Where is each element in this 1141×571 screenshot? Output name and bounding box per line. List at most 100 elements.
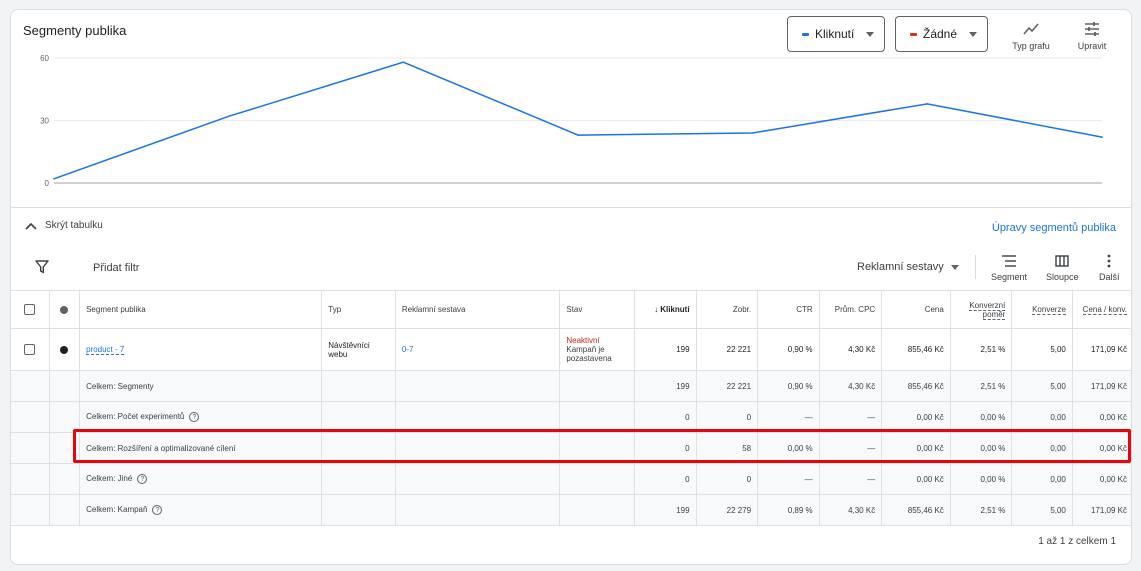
columns-button[interactable]: Sloupce [1046,253,1079,282]
help-icon[interactable]: ? [189,412,200,422]
total-empty-cell [321,432,396,464]
status-header-cell [48,290,81,329]
total-conversions: 0,00 [1011,401,1073,433]
total-ctr: — [757,463,820,495]
sort-arrow-icon: ↓ [654,305,659,314]
total-empty-cell [11,401,50,433]
total-empty-cell [11,494,50,526]
header-conversions[interactable]: Konverze [1011,290,1073,329]
divider [11,207,1131,208]
status-dot-icon [60,345,69,354]
header-adgroup[interactable]: Reklamní sestava [394,290,561,329]
data-point [402,61,405,63]
select-all-cell[interactable] [11,290,50,329]
header-impressions[interactable]: Zobr. [695,290,759,329]
header-cost[interactable]: Cena [881,290,951,329]
total-row: Celkem: Segmenty 199 22 221 0,90 % 4,30 … [11,370,1131,402]
select-all-checkbox[interactable] [24,304,36,315]
total-conversions: 0,00 [1011,432,1073,464]
header-avg-cpc[interactable]: Prům. CPC [818,290,883,329]
edit-chart-button[interactable]: Upravit [1067,20,1117,51]
data-point [577,134,579,136]
adgroup-link[interactable]: 0-7 [401,345,414,354]
header-conversions-label: Konverze [1032,305,1066,315]
total-row: Celkem: Rozšíření a optimalizované cílen… [11,432,1131,464]
row-type: Návštěvníci webu [321,328,396,371]
total-cost-per-conv: 0,00 Kč [1071,401,1131,433]
total-conversions: 0,00 [1011,463,1073,495]
header-cost-per-conv[interactable]: Cena / konv. [1071,290,1131,329]
total-label: Celkem: Rozšíření a optimalizované cílen… [86,443,236,453]
header-clicks[interactable]: ↓ Kliknutí [634,290,697,329]
chart-title: Segmenty publika [23,23,127,38]
total-empty-cell [321,401,396,433]
header-type[interactable]: Typ [321,290,396,329]
total-row: Celkem: Jiné? 0 0 — — 0,00 Kč 0,00 % 0,0… [11,463,1131,495]
total-empty-cell [394,401,561,433]
total-avg-cpc: — [818,463,883,495]
audience-segments-card: Segmenty publika Kliknutí Žádné Typ graf… [10,9,1132,565]
total-ctr: 0,00 % [757,432,820,464]
total-conversions: 5,00 [1011,370,1073,402]
chevron-down-icon [969,31,978,37]
total-empty-cell [394,463,561,495]
data-point [1101,136,1103,138]
row-ctr: 0,90 % [757,328,820,371]
total-empty-cell [11,463,50,495]
data-point [53,178,55,180]
segment-label: Segment [991,272,1028,282]
segment-link[interactable]: product - 7 [86,345,125,355]
total-cost-per-conv: 171,09 Kč [1071,370,1131,402]
total-cost: 855,46 Kč [881,494,951,526]
total-impressions: 0 [695,463,759,495]
total-empty-cell [394,432,561,464]
total-empty-cell [394,370,561,402]
total-cost-per-conv: 0,00 Kč [1071,432,1131,464]
total-empty-cell [48,401,81,433]
header-ctr[interactable]: CTR [757,290,820,329]
trending-chart-icon [1006,20,1056,38]
total-clicks: 199 [634,494,697,526]
chart-type-button[interactable]: Typ grafu [1006,20,1056,51]
total-ctr: 0,90 % [757,370,820,402]
total-empty-cell [559,432,636,464]
columns-icon [1046,253,1079,269]
header-segment[interactable]: Segment publika [79,290,323,329]
total-avg-cpc: 4,30 Kč [818,494,883,526]
data-point [926,103,929,105]
more-vert-icon [1099,253,1120,269]
help-icon[interactable]: ? [137,474,148,484]
row-segment-cell: product - 7 [79,328,323,371]
total-label-cell: Celkem: Segmenty [79,370,323,402]
more-label: Další [1099,272,1120,282]
row-checkbox[interactable] [24,344,36,355]
total-label-cell: Celkem: Kampaň? [79,494,323,526]
header-status[interactable]: Stav [559,290,636,329]
segments-edit-link[interactable]: Úpravy segmentů publika [991,222,1116,234]
row-select-cell[interactable] [11,328,50,371]
hide-table-label: Skrýt tabulku [45,220,103,231]
header-conv-rate[interactable]: Konverzní poměr [949,290,1013,329]
total-clicks: 0 [634,432,697,464]
row-avg-cpc: 4,30 Kč [818,328,883,371]
more-button[interactable]: Další [1099,253,1120,282]
total-empty-cell [321,463,396,495]
add-filter-button[interactable]: Přidat filtr [93,262,140,274]
hide-table-toggle[interactable]: Skrýt tabulku [25,220,103,231]
total-cost-per-conv: 171,09 Kč [1071,494,1131,526]
line-chart: 60 30 0 [40,54,1103,188]
filter-icon[interactable] [35,260,49,279]
help-icon[interactable]: ? [152,505,163,515]
metric1-dropdown[interactable]: Kliknutí [787,16,886,52]
metric2-dropdown[interactable]: Žádné [895,16,989,52]
segment-button[interactable]: Segment [991,253,1027,282]
total-label-cell: Celkem: Rozšíření a optimalizované cílen… [79,432,323,464]
metric1-color-swatch [802,32,809,36]
metric2-label: Žádné [923,27,958,41]
total-conv-rate: 2,51 % [949,494,1013,526]
total-conv-rate: 2,51 % [949,370,1013,402]
metric2-color-swatch [910,32,917,36]
total-label: Celkem: Jiné [86,474,133,484]
total-impressions: 58 [695,432,759,464]
level-dropdown[interactable]: Reklamní sestavy [857,261,959,273]
